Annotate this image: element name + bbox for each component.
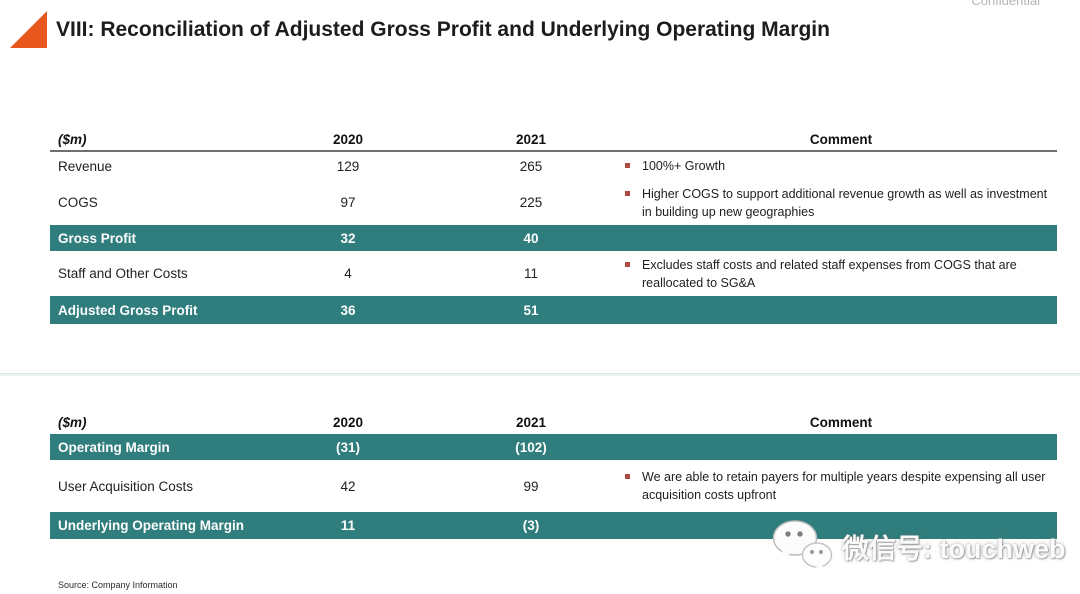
- row-comment: 100%+ Growth: [625, 157, 1057, 175]
- row-label: Underlying Operating Margin: [58, 518, 245, 533]
- value-2020: 36: [340, 302, 356, 318]
- source-note: Source: Company Information: [58, 580, 178, 590]
- row-label: COGS: [58, 195, 98, 210]
- value-2021: 225: [519, 195, 543, 210]
- value-2021: 265: [519, 158, 543, 174]
- value-2021: 11: [523, 266, 538, 281]
- column-header-2021: 2021: [515, 131, 547, 147]
- column-header-2020: 2020: [332, 414, 364, 430]
- watermark: 微信号: touchweb: [770, 518, 1066, 574]
- confidential-label: Confidential: [971, 0, 1040, 8]
- column-header-comment: Comment: [809, 414, 873, 430]
- operating-margin-table: ($m) 2020 2021 Comment Operating Margin …: [50, 410, 1057, 539]
- table-row-revenue: Revenue 129 265 100%+ Growth: [50, 152, 1057, 180]
- gross-profit-table: ($m) 2020 2021 Comment Revenue 129 265 1…: [50, 128, 1057, 324]
- table-row-operating-margin: Operating Margin (31) (102): [50, 434, 1057, 460]
- comment-text: 100%+ Growth: [642, 159, 726, 173]
- square-bullet-icon: [625, 474, 630, 479]
- table-row-cogs: COGS 97 225 Higher COGS to support addit…: [50, 180, 1057, 225]
- value-2020: 97: [340, 195, 356, 210]
- square-bullet-icon: [625, 261, 630, 267]
- value-2020: (31): [335, 439, 360, 455]
- page-title: VIII: Reconciliation of Adjusted Gross P…: [56, 18, 830, 41]
- column-header-comment: Comment: [809, 131, 873, 147]
- row-label: Staff and Other Costs: [58, 266, 188, 281]
- comment-text: We are able to retain payers for multipl…: [642, 470, 1046, 502]
- wechat-icon: [772, 520, 833, 573]
- column-header-unit: ($m): [58, 131, 87, 147]
- row-comment: Higher COGS to support additional revenu…: [625, 185, 1057, 221]
- value-2021: 40: [523, 230, 539, 246]
- value-2021: 99: [523, 478, 539, 494]
- column-header-2020: 2020: [332, 131, 364, 147]
- row-label: Revenue: [58, 158, 113, 174]
- row-label: Gross Profit: [58, 230, 137, 246]
- row-label: Adjusted Gross Profit: [58, 302, 198, 318]
- value-2020: 42: [340, 478, 356, 494]
- value-2020: 11: [340, 518, 356, 533]
- row-comment: Excludes staff costs and related staff e…: [625, 256, 1057, 292]
- table-row-gross-profit: Gross Profit 32 40: [50, 225, 1057, 251]
- row-label: User Acquisition Costs: [58, 478, 194, 494]
- table-header-row: ($m) 2020 2021 Comment: [50, 410, 1057, 434]
- value-2020: 129: [336, 158, 360, 174]
- value-2020: 4: [344, 266, 352, 281]
- value-2020: 32: [340, 230, 356, 246]
- square-bullet-icon: [625, 163, 630, 168]
- value-2021: (3): [522, 518, 540, 533]
- triangle-logo-icon: [10, 11, 47, 48]
- row-comment: We are able to retain payers for multipl…: [625, 468, 1057, 504]
- column-header-2021: 2021: [515, 414, 547, 430]
- value-2021: 51: [523, 302, 539, 318]
- watermark-text: 微信号: touchweb: [842, 533, 1066, 564]
- table-row-staff-costs: Staff and Other Costs 4 11 Excludes staf…: [50, 251, 1057, 296]
- table-header-row: ($m) 2020 2021 Comment: [50, 128, 1057, 152]
- square-bullet-icon: [625, 190, 630, 196]
- row-label: Operating Margin: [58, 439, 170, 455]
- table-row-adjusted-gross-profit: Adjusted Gross Profit 36 51: [50, 296, 1057, 324]
- section-divider: [0, 373, 1080, 376]
- table-row-user-acquisition-costs: User Acquisition Costs 42 99 We are able…: [50, 460, 1057, 512]
- value-2021: (102): [515, 439, 547, 455]
- comment-text: Higher COGS to support additional revenu…: [642, 186, 1048, 219]
- column-header-unit: ($m): [58, 414, 87, 430]
- table-row-underlying-operating-margin: Underlying Operating Margin 11 (3): [50, 512, 1057, 539]
- comment-text: Excludes staff costs and related staff e…: [642, 257, 1017, 290]
